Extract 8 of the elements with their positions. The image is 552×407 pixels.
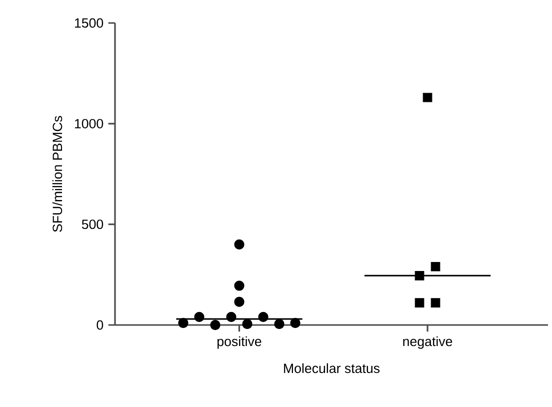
y-axis-title: SFU/million PBMCs xyxy=(52,116,62,232)
x-tick-label: negative xyxy=(403,336,452,349)
x-axis-title: Molecular status xyxy=(284,363,380,374)
y-tick-label: 500 xyxy=(82,220,104,230)
y-tick-label: 1500 xyxy=(74,18,104,28)
y-tick-label: 0 xyxy=(96,320,104,330)
y-tick-label: 1000 xyxy=(74,118,104,128)
x-tick-label: positive xyxy=(218,336,262,349)
